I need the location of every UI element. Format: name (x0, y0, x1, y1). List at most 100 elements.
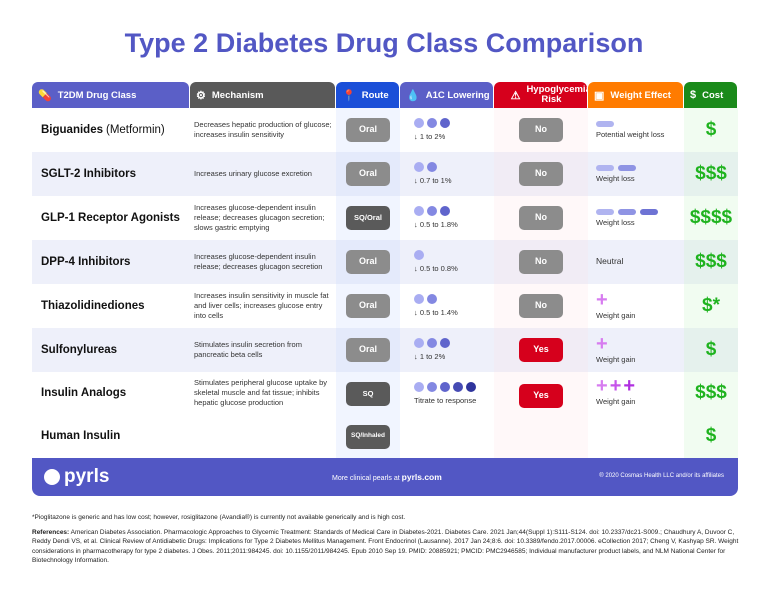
route-badge: Oral (346, 162, 390, 186)
a1c-dot (414, 250, 424, 261)
mechanism: Increases glucose-dependent insulin rele… (194, 252, 323, 271)
a1c-value: ↓ 0.5 to 0.8% (414, 264, 458, 274)
weight-bar (596, 120, 614, 127)
a1c-dot (427, 206, 437, 217)
cost-value: $ (705, 425, 717, 447)
site-link[interactable]: pyrls.com (401, 472, 442, 482)
plus-icon: + (609, 375, 622, 397)
hypoglycemia-badge: Yes (519, 384, 563, 408)
a1c-dots (414, 382, 476, 392)
drug-example: (Metformin) (105, 123, 165, 136)
pyrls-logo[interactable]: pyrls (44, 466, 109, 488)
weight-bar (596, 164, 614, 171)
table-row: DPP-4 Inhibitors Increases glucose-depen… (32, 240, 738, 284)
hypoglycemia-badge: Yes (519, 338, 563, 362)
drug-class-name: Sulfonylureas (41, 343, 118, 356)
copyright: ® 2020 Cosmas Health LLC and/or its affi… (599, 473, 724, 479)
a1c-dot (414, 206, 424, 217)
hypoglycemia-badge: No (519, 162, 563, 186)
route-badge: Oral (346, 250, 390, 274)
hypoglycemia-badge: No (519, 294, 563, 318)
table-row: Thiazolidinediones Increases insulin sen… (32, 284, 738, 328)
weight-gain-icons: + (596, 332, 608, 355)
mechanism: Increases urinary glucose excretion (194, 169, 312, 179)
a1c-dot (427, 162, 437, 173)
a1c-dot (440, 206, 450, 217)
footer-banner: pyrls More clinical pearls at pyrls.com … (32, 458, 738, 496)
a1c-dot (427, 118, 437, 129)
location-pin-icon: 📍 (342, 89, 356, 102)
cost-value: $ (684, 108, 738, 152)
weight-loss-bars (596, 164, 636, 171)
a1c-dot (414, 382, 424, 392)
route-badge: Oral (346, 294, 390, 318)
scale-icon: ▣ (594, 89, 605, 102)
mechanism: Stimulates insulin secretion from pancre… (194, 340, 302, 359)
a1c-dots (414, 294, 437, 305)
a1c-dots (414, 338, 450, 349)
a1c-value: Titrate to response (414, 396, 477, 405)
cost-value: $$$$ (684, 196, 738, 240)
weight-bar (618, 164, 636, 171)
warning-icon: ⚠ (510, 89, 521, 102)
a1c-dot (453, 382, 463, 392)
weight-bar (618, 208, 636, 215)
header-t2dm-drug-class: 💊 T2DM Drug Class (32, 82, 189, 108)
header-hypoglycemia-risk: ⚠ Hypoglycemia Risk (494, 82, 591, 108)
a1c-value: ↓ 1 to 2% (414, 352, 446, 362)
a1c-dot (427, 338, 437, 349)
table-row-insulin: Insulin Analogs Human Insulin Stimulates… (32, 372, 738, 458)
drug-class-name: DPP-4 Inhibitors (41, 255, 131, 268)
a1c-value: ↓ 0.5 to 1.8% (414, 220, 458, 230)
drug-class-name: SGLT-2 Inhibitors (41, 167, 136, 180)
weight-effect: Weight loss (596, 217, 635, 227)
a1c-dot (466, 382, 476, 392)
cost-value: $* (684, 284, 738, 328)
a1c-dots (414, 118, 450, 129)
cost-value: $$$ (684, 152, 738, 196)
references: References: American Diabetes Associatio… (32, 529, 739, 565)
table-header: 💊 T2DM Drug Class ⚙ Mechanism 📍 Route 💧 A1C Low… (32, 82, 738, 108)
table-row: SGLT-2 Inhibitors Increases urinary gluc… (32, 152, 738, 196)
drug-class-name: Human Insulin (41, 430, 121, 443)
table-row: Biguanides (Metformin) Decreases hepatic … (32, 108, 738, 152)
header-mechanism: ⚙ Mechanism (190, 82, 335, 108)
hypoglycemia-badge: No (519, 250, 563, 274)
cost-value: $$$ (695, 382, 727, 404)
weight-gain-icons: + + + (596, 375, 636, 397)
a1c-dot (414, 338, 424, 349)
mechanism: Increases insulin sensitivity in muscle … (194, 291, 329, 320)
weight-effect: Weight gain (596, 354, 636, 364)
drop-icon: 💧 (406, 89, 420, 102)
plus-icon: + (623, 375, 636, 397)
a1c-value: ↓ 1 to 2% (414, 132, 446, 142)
route-badge: SQ (346, 381, 390, 406)
a1c-value: ↓ 0.7 to 1% (414, 176, 452, 186)
plus-icon: + (596, 375, 608, 397)
route-badge: SQ/Oral (346, 206, 390, 230)
drug-class-name: Thiazolidinediones (41, 299, 145, 312)
weight-gain-icons: + (596, 290, 608, 310)
mechanism: Stimulates peripheral glucose uptake by … (194, 378, 327, 407)
drug-class-name: Insulin Analogs (41, 387, 127, 400)
comparison-table: 💊 T2DM Drug Class ⚙ Mechanism 📍 Route 💧 A1C Low… (32, 82, 738, 458)
header-route: 📍 Route (336, 82, 399, 108)
footer-more-text: More clinical pearls at (332, 475, 400, 482)
route-badge: Oral (346, 338, 390, 362)
plus-icon: + (596, 332, 608, 355)
weight-effect: Weight gain (596, 397, 636, 406)
gears-icon: ⚙ (196, 89, 206, 102)
a1c-dot (440, 382, 450, 392)
header-a1c-lowering: 💧 A1C Lowering (400, 82, 493, 108)
a1c-dot (440, 118, 450, 129)
a1c-dots (414, 206, 450, 217)
a1c-dot (440, 338, 450, 349)
page-title: Type 2 Diabetes Drug Class Comparison (124, 28, 644, 58)
pills-icon: 💊 (38, 89, 52, 102)
a1c-value: ↓ 0.5 to 1.4% (414, 308, 458, 318)
a1c-dot (414, 118, 424, 129)
hypoglycemia-badge: No (519, 118, 563, 142)
a1c-dot (427, 382, 437, 392)
mechanism: Increases glucose-dependent insulin rele… (194, 203, 325, 232)
route-badge: Oral (346, 118, 390, 142)
